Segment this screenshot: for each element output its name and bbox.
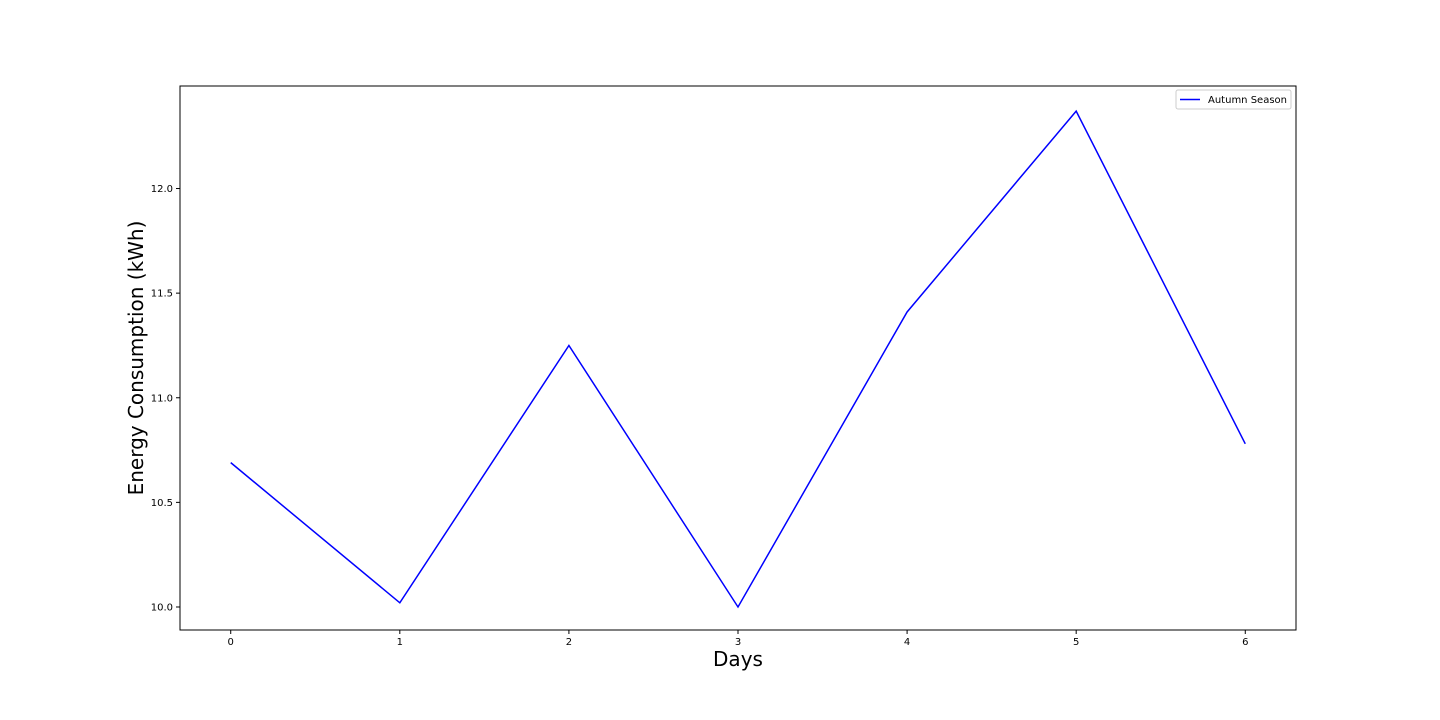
y-tick-label: 10.5 xyxy=(151,498,173,509)
x-tick-label: 1 xyxy=(397,637,403,648)
series-layer xyxy=(230,109,1246,609)
legend-box xyxy=(1175,89,1292,110)
x-tick-label: 5 xyxy=(1073,637,1079,648)
x-tick-label: 4 xyxy=(904,637,910,648)
x-tick-label: 0 xyxy=(228,637,234,648)
series-line-0 xyxy=(230,109,1246,609)
y-tick-label: 10.0 xyxy=(151,602,173,613)
y-axis-ticks: 10.0 10.5 11.0 11.5 12.0 xyxy=(151,184,180,613)
x-axis-title: Days xyxy=(713,647,763,671)
y-tick-label: 11.5 xyxy=(151,289,173,300)
y-tick-label: 12.0 xyxy=(151,184,173,195)
plot-frame xyxy=(179,85,1297,631)
x-tick-label: 3 xyxy=(735,637,741,648)
legend-label: Autumn Season xyxy=(1208,95,1287,106)
x-tick-label: 6 xyxy=(1242,637,1248,648)
plot-area xyxy=(180,86,1296,630)
y-axis-title: Energy Consumption (kWh) xyxy=(124,221,148,496)
y-tick-label: 11.0 xyxy=(151,393,173,404)
x-tick-label: 2 xyxy=(566,637,572,648)
x-axis-ticks: 0 1 2 3 4 5 6 xyxy=(228,630,1248,648)
legend: Autumn Season xyxy=(1175,89,1292,110)
